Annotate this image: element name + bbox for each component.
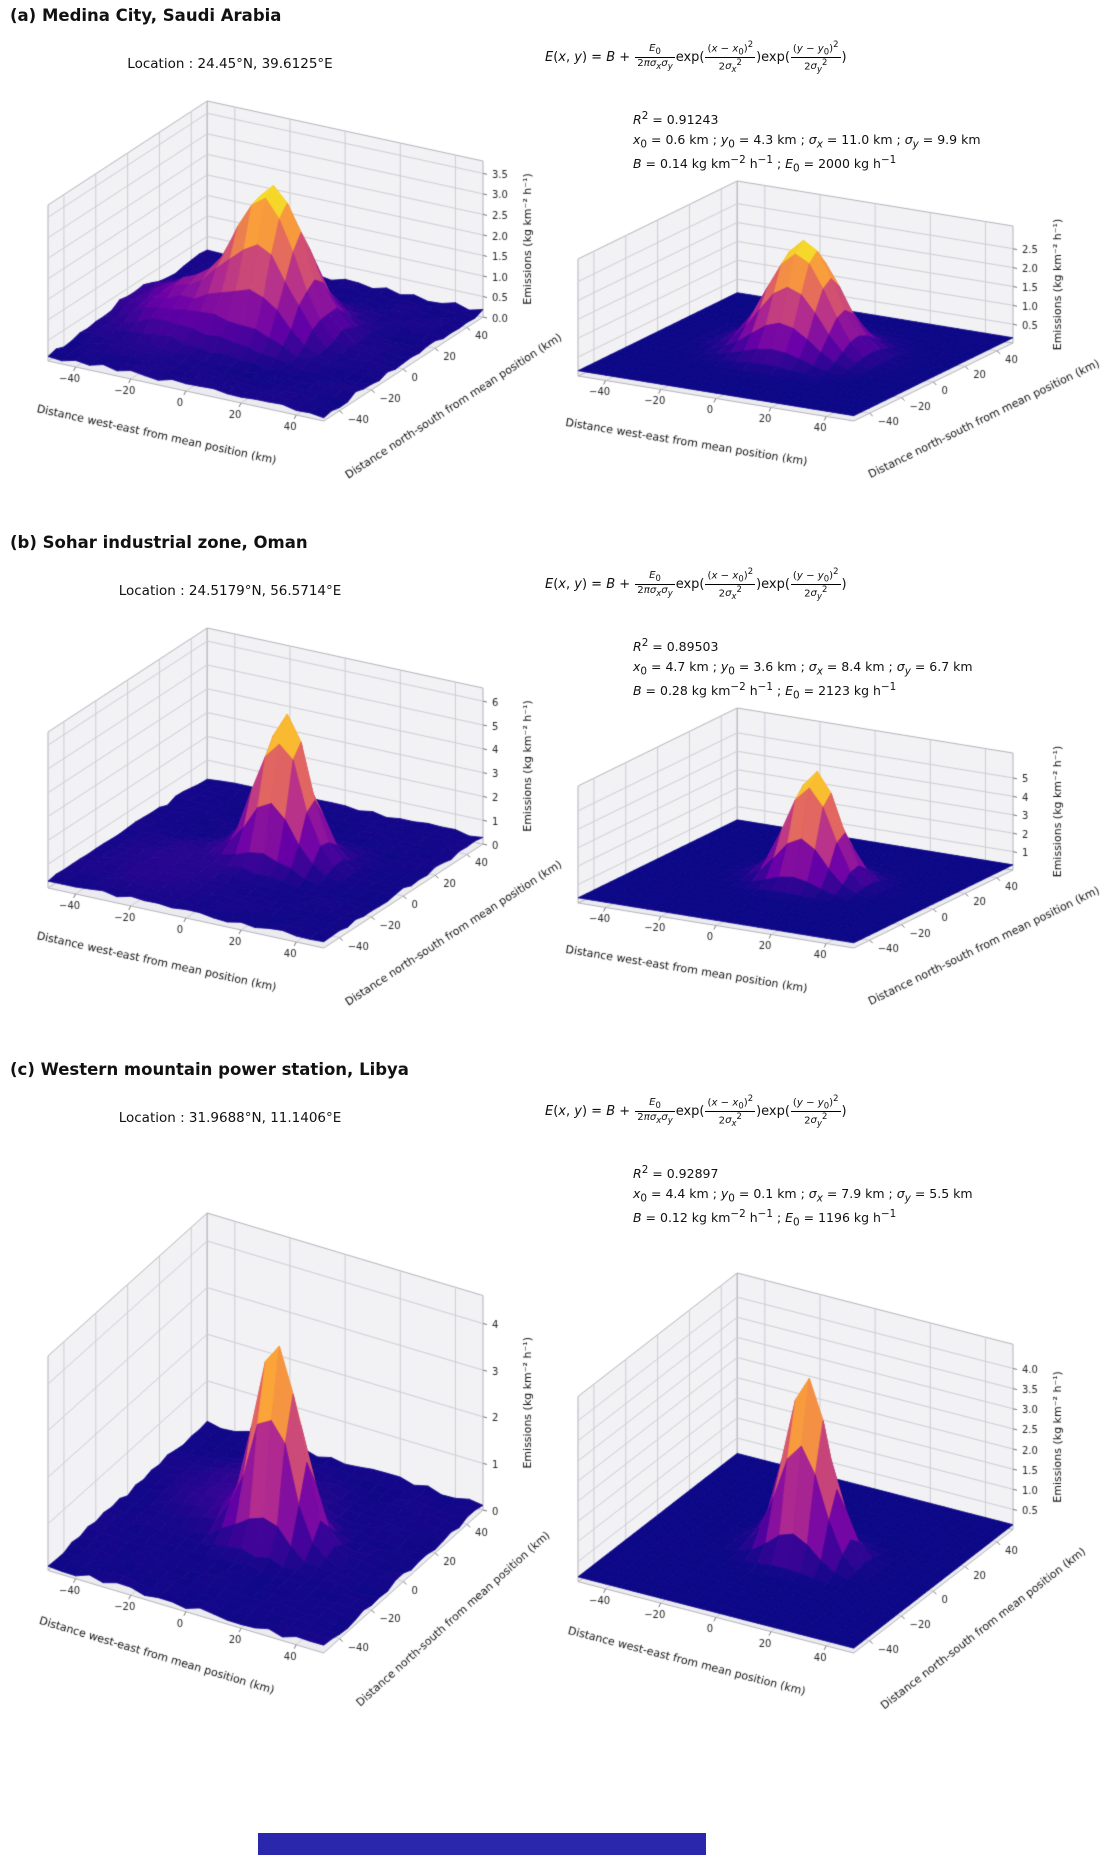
panel-a: (a) Medina City, Saudi Arabia Location :… <box>0 0 1109 527</box>
fit-r2-line: R2 = 0.89503 <box>633 637 719 655</box>
location-label: Location : 24.45°N, 39.6125°E <box>127 56 333 72</box>
panel-b: (b) Sohar industrial zone, Oman Location… <box>0 527 1109 1054</box>
fit-base-line: B = 0.12 kg km−2 h−1 ; E0 = 1196 kg h−1 <box>633 1208 897 1229</box>
surface-plot-c-observed <box>0 1205 600 1765</box>
fit-parameters: R2 = 0.91243 x0 = 0.6 km ; y0 = 4.3 km ;… <box>633 108 981 177</box>
fit-centers-line: x0 = 4.7 km ; y0 = 3.6 km ; σx = 8.4 km … <box>633 658 973 678</box>
surface-plot-a-observed <box>0 95 600 527</box>
panel-title: (c) Western mountain power station, Liby… <box>10 1060 409 1079</box>
surface-plot-c-fitted <box>530 1265 1109 1765</box>
panel-title: (a) Medina City, Saudi Arabia <box>10 6 282 25</box>
surface-plot-a-fitted <box>530 175 1109 527</box>
fit-base-line: B = 0.14 kg km−2 h−1 ; E0 = 2000 kg h−1 <box>633 154 897 175</box>
fit-centers-line: x0 = 4.4 km ; y0 = 0.1 km ; σx = 7.9 km … <box>633 1185 973 1205</box>
fit-base-line: B = 0.28 kg km−2 h−1 ; E0 = 2123 kg h−1 <box>633 681 897 702</box>
fit-parameters: R2 = 0.89503 x0 = 4.7 km ; y0 = 3.6 km ;… <box>633 635 973 704</box>
fit-equation: E(x, y) = B + E0 2πσxσy exp((x − x0)2 2σx2)… <box>545 566 847 602</box>
surface-plot-b-observed <box>0 622 600 1054</box>
fit-equation: E(x, y) = B + E0 2πσxσy exp((x − x0)2 2σx2)… <box>545 39 847 75</box>
fit-centers-line: x0 = 0.6 km ; y0 = 4.3 km ; σx = 11.0 km… <box>633 131 981 151</box>
fit-parameters: R2 = 0.92897 x0 = 4.4 km ; y0 = 0.1 km ;… <box>633 1162 973 1231</box>
fit-r2-line: R2 = 0.91243 <box>633 110 719 128</box>
panel-title: (b) Sohar industrial zone, Oman <box>10 533 308 552</box>
location-label: Location : 24.5179°N, 56.5714°E <box>118 583 342 599</box>
partial-next-panel-strip <box>258 1833 706 1855</box>
fit-r2-line: R2 = 0.92897 <box>633 1164 719 1182</box>
fit-equation: E(x, y) = B + E0 2πσxσy exp((x − x0)2 2σx2)… <box>545 1093 847 1129</box>
location-label: Location : 31.9688°N, 11.1406°E <box>118 1110 342 1126</box>
panel-c: (c) Western mountain power station, Liby… <box>0 1054 1109 1855</box>
surface-plot-b-fitted <box>530 702 1109 1054</box>
